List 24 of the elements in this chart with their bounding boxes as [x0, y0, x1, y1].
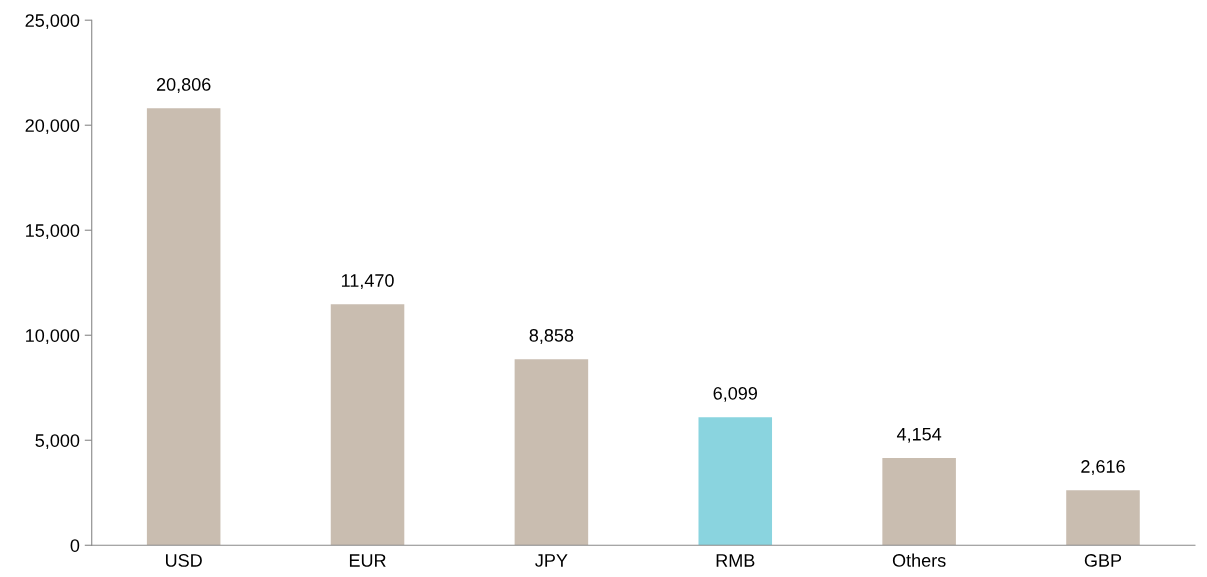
y-tick-label: 15,000 [26, 224, 80, 240]
x-tick-label: USD [166, 554, 202, 567]
x-tick-label: GBP [1084, 554, 1122, 567]
data-label: 6,099 [713, 386, 757, 402]
bar [698, 417, 773, 546]
data-label: 20,806 [156, 78, 211, 93]
bar [1066, 490, 1140, 546]
data-label: 2,616 [1081, 460, 1125, 475]
y-tick-label: 10,000 [26, 329, 80, 345]
data-label: 11,470 [341, 274, 394, 290]
y-tick-label: 25,000 [25, 14, 80, 30]
y-tick-label: 0 [70, 539, 80, 552]
x-tick-label: EUR [349, 554, 386, 567]
bar [146, 108, 221, 546]
data-label: 4,154 [896, 427, 942, 443]
bar [330, 304, 405, 546]
y-tick-label: 5,000 [35, 434, 80, 450]
bar [514, 359, 589, 546]
data-label: 8,858 [529, 328, 574, 344]
x-tick-label: Others [892, 553, 946, 567]
bar [882, 458, 956, 546]
y-tick-label: 20,000 [25, 119, 80, 135]
x-tick-label: JPY [535, 554, 568, 567]
x-tick-label: RMB [716, 554, 755, 567]
